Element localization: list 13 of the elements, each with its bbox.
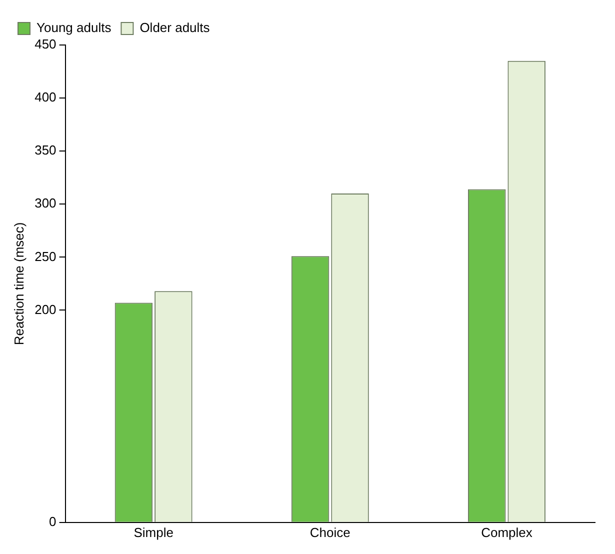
y-axis-title: Reaction time (msec): [11, 222, 26, 346]
legend-label: Older adults: [140, 20, 210, 36]
legend-label: Young adults: [36, 20, 112, 36]
y-tick-label: 200: [34, 302, 56, 317]
x-tick-label: Choice: [310, 524, 350, 540]
y-tick-label: 400: [34, 90, 56, 105]
x-tick-label: Complex: [481, 524, 533, 540]
y-tick-label: 300: [34, 196, 56, 211]
y-tick-label: 0: [49, 514, 56, 529]
y-tick-label: 250: [34, 248, 56, 264]
x-tick-label: Simple: [134, 524, 174, 540]
y-tick-label: 450: [34, 36, 56, 52]
y-tick-label: 350: [34, 142, 56, 158]
